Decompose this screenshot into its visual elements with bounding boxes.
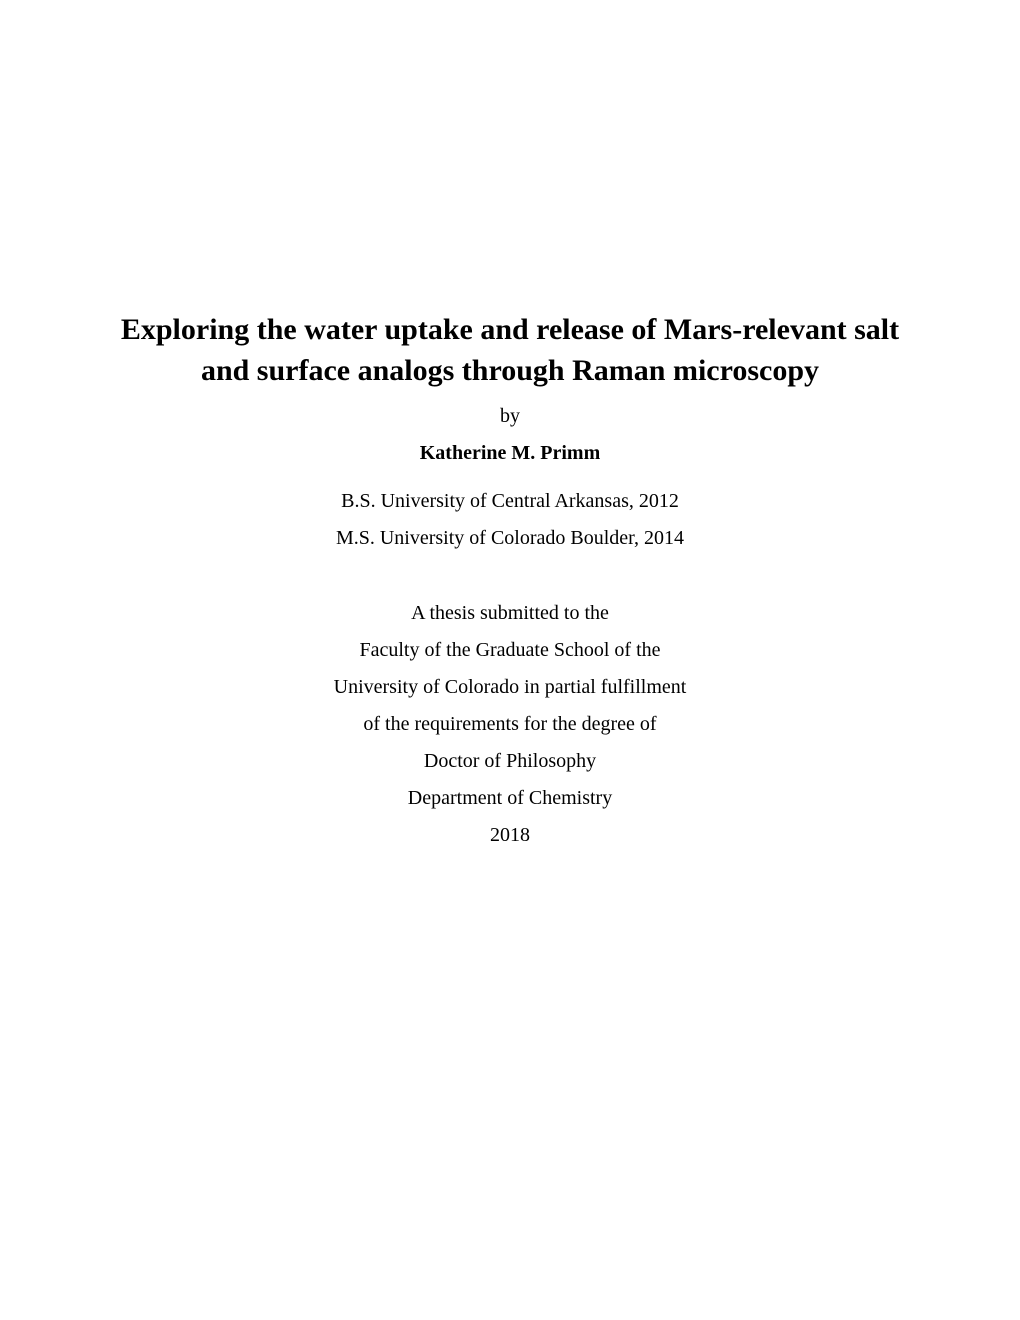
title-line-2: and surface analogs through Raman micros… [201, 354, 819, 387]
thesis-title-page: Exploring the water uptake and release o… [0, 0, 1020, 1320]
submission-line: Faculty of the Graduate School of the [110, 632, 910, 669]
submission-year: 2018 [110, 817, 910, 854]
title-line-1: Exploring the water uptake and release o… [121, 313, 899, 346]
submission-line: of the requirements for the degree of [110, 706, 910, 743]
prior-degree: M.S. University of Colorado Boulder, 201… [110, 520, 910, 557]
spacer [110, 557, 910, 595]
submission-line: Doctor of Philosophy [110, 743, 910, 780]
by-label: by [110, 405, 910, 428]
submission-line: A thesis submitted to the [110, 595, 910, 632]
submission-line: University of Colorado in partial fulfil… [110, 669, 910, 706]
submission-line: Department of Chemistry [110, 780, 910, 817]
author-name: Katherine M. Primm [110, 442, 910, 465]
thesis-title: Exploring the water uptake and release o… [110, 310, 910, 391]
prior-degree: B.S. University of Central Arkansas, 201… [110, 483, 910, 520]
